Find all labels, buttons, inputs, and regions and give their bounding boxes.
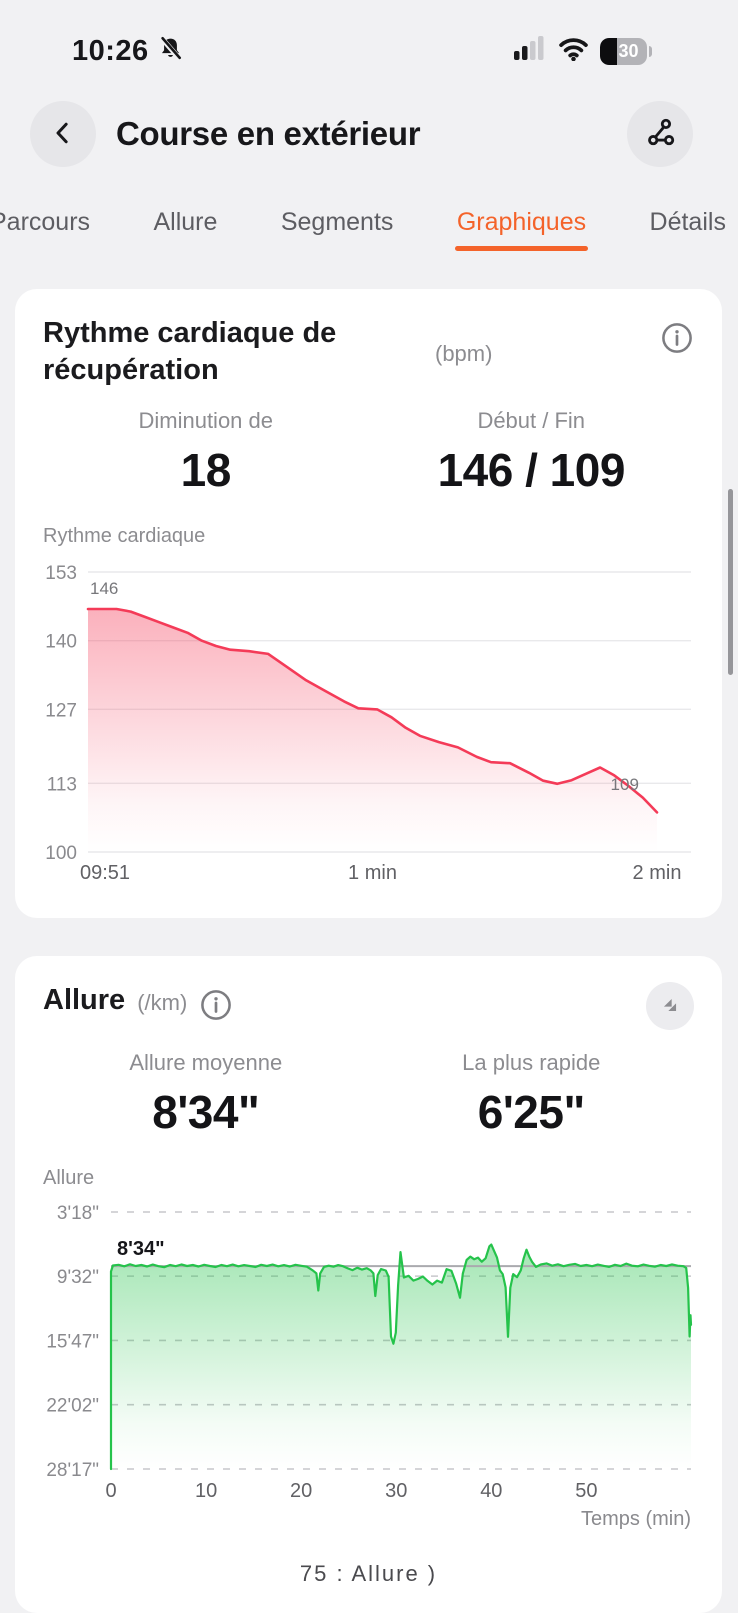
active-tab-underline	[454, 246, 589, 251]
app-header: Course en extérieur	[30, 100, 693, 168]
tab-bar: Parcours Allure Segments Graphiques Déta…	[0, 208, 738, 251]
svg-text:2 min: 2 min	[633, 862, 682, 884]
back-button[interactable]	[30, 101, 96, 167]
svg-text:1 min: 1 min	[348, 862, 397, 884]
svg-text:Temps (min): Temps (min)	[581, 1508, 691, 1530]
battery-fill	[600, 37, 617, 65]
svg-text:10: 10	[195, 1480, 217, 1502]
share-route-button[interactable]	[627, 101, 693, 167]
expand-chart-button[interactable]	[646, 982, 694, 1031]
expand-icon	[659, 994, 681, 1019]
pace-card: Allure (/km) Allure moyenne 8'34"	[15, 956, 722, 1613]
stat-fastest-pace: La plus rapide 6'25"	[462, 1050, 601, 1139]
svg-text:09:51: 09:51	[80, 862, 130, 884]
pace-stats: Allure moyenne 8'34" La plus rapide 6'25…	[43, 1050, 694, 1139]
stat-decrease: Diminution de 18	[138, 408, 273, 497]
svg-text:22'02": 22'02"	[46, 1396, 99, 1417]
svg-text:8'34": 8'34"	[117, 1238, 165, 1260]
svg-text:50: 50	[575, 1480, 597, 1502]
tab-graphiques[interactable]: Graphiques	[454, 208, 589, 251]
tab-segments[interactable]: Segments	[280, 208, 394, 236]
battery-icon: 30	[600, 37, 647, 65]
share-route-icon	[643, 116, 677, 153]
wifi-icon	[558, 37, 589, 66]
info-button[interactable]	[660, 321, 694, 358]
svg-text:153: 153	[45, 563, 77, 584]
svg-text:15'47": 15'47"	[46, 1331, 99, 1352]
svg-text:20: 20	[290, 1480, 312, 1502]
notifications-muted-icon	[157, 35, 184, 67]
page-title: Course en extérieur	[116, 115, 421, 152]
pace-chart[interactable]: 3'18" 9'32" 15'47" 22'02" 28'17" 0 10 20 30 40 50 T…	[43, 1194, 694, 1544]
stat-average-pace: Allure moyenne 8'34"	[129, 1050, 283, 1139]
svg-text:146: 146	[90, 579, 118, 598]
recovery-heart-rate-card: Rythme cardiaque de récupération (bpm) D…	[15, 289, 722, 919]
battery-percent: 30	[618, 40, 639, 61]
scrollbar-thumb[interactable]	[728, 489, 733, 675]
info-icon	[660, 323, 694, 358]
svg-text:100: 100	[45, 843, 77, 864]
svg-text:109: 109	[611, 775, 639, 794]
svg-text:127: 127	[45, 700, 77, 721]
svg-text:113: 113	[47, 774, 77, 795]
chevron-left-icon	[48, 118, 78, 151]
svg-text:30: 30	[385, 1480, 407, 1502]
signal-icon	[514, 36, 547, 66]
svg-text:0: 0	[105, 1480, 116, 1502]
hr-stats: Diminution de 18 Début / Fin 146 / 109	[43, 408, 694, 497]
pace-chart-label: Allure	[43, 1167, 95, 1190]
tab-details[interactable]: Détails	[649, 208, 726, 236]
info-button[interactable]	[199, 988, 233, 1025]
tab-allure[interactable]: Allure	[153, 208, 218, 236]
svg-text:28'17": 28'17"	[46, 1460, 99, 1481]
card-unit: (/km)	[137, 990, 188, 1016]
stat-start-end: Début / Fin 146 / 109	[437, 408, 626, 497]
svg-text:140: 140	[45, 632, 77, 653]
status-time: 10:26	[72, 34, 149, 67]
card-title: Rythme cardiaque de récupération	[43, 317, 337, 386]
svg-text:40: 40	[480, 1480, 502, 1502]
svg-text:9'32": 9'32"	[57, 1267, 99, 1288]
card-unit: (bpm)	[435, 341, 493, 366]
clipped-bottom-text: 75 : Allure )	[299, 1561, 438, 1587]
hr-chart-label: Rythme cardiaque	[43, 525, 206, 548]
tab-parcours[interactable]: Parcours	[0, 208, 91, 236]
card-title: Allure	[43, 984, 126, 1017]
battery-nub	[649, 45, 652, 57]
info-icon	[199, 990, 233, 1025]
svg-text:3'18": 3'18"	[57, 1203, 99, 1224]
status-bar: 10:26	[0, 0, 738, 72]
